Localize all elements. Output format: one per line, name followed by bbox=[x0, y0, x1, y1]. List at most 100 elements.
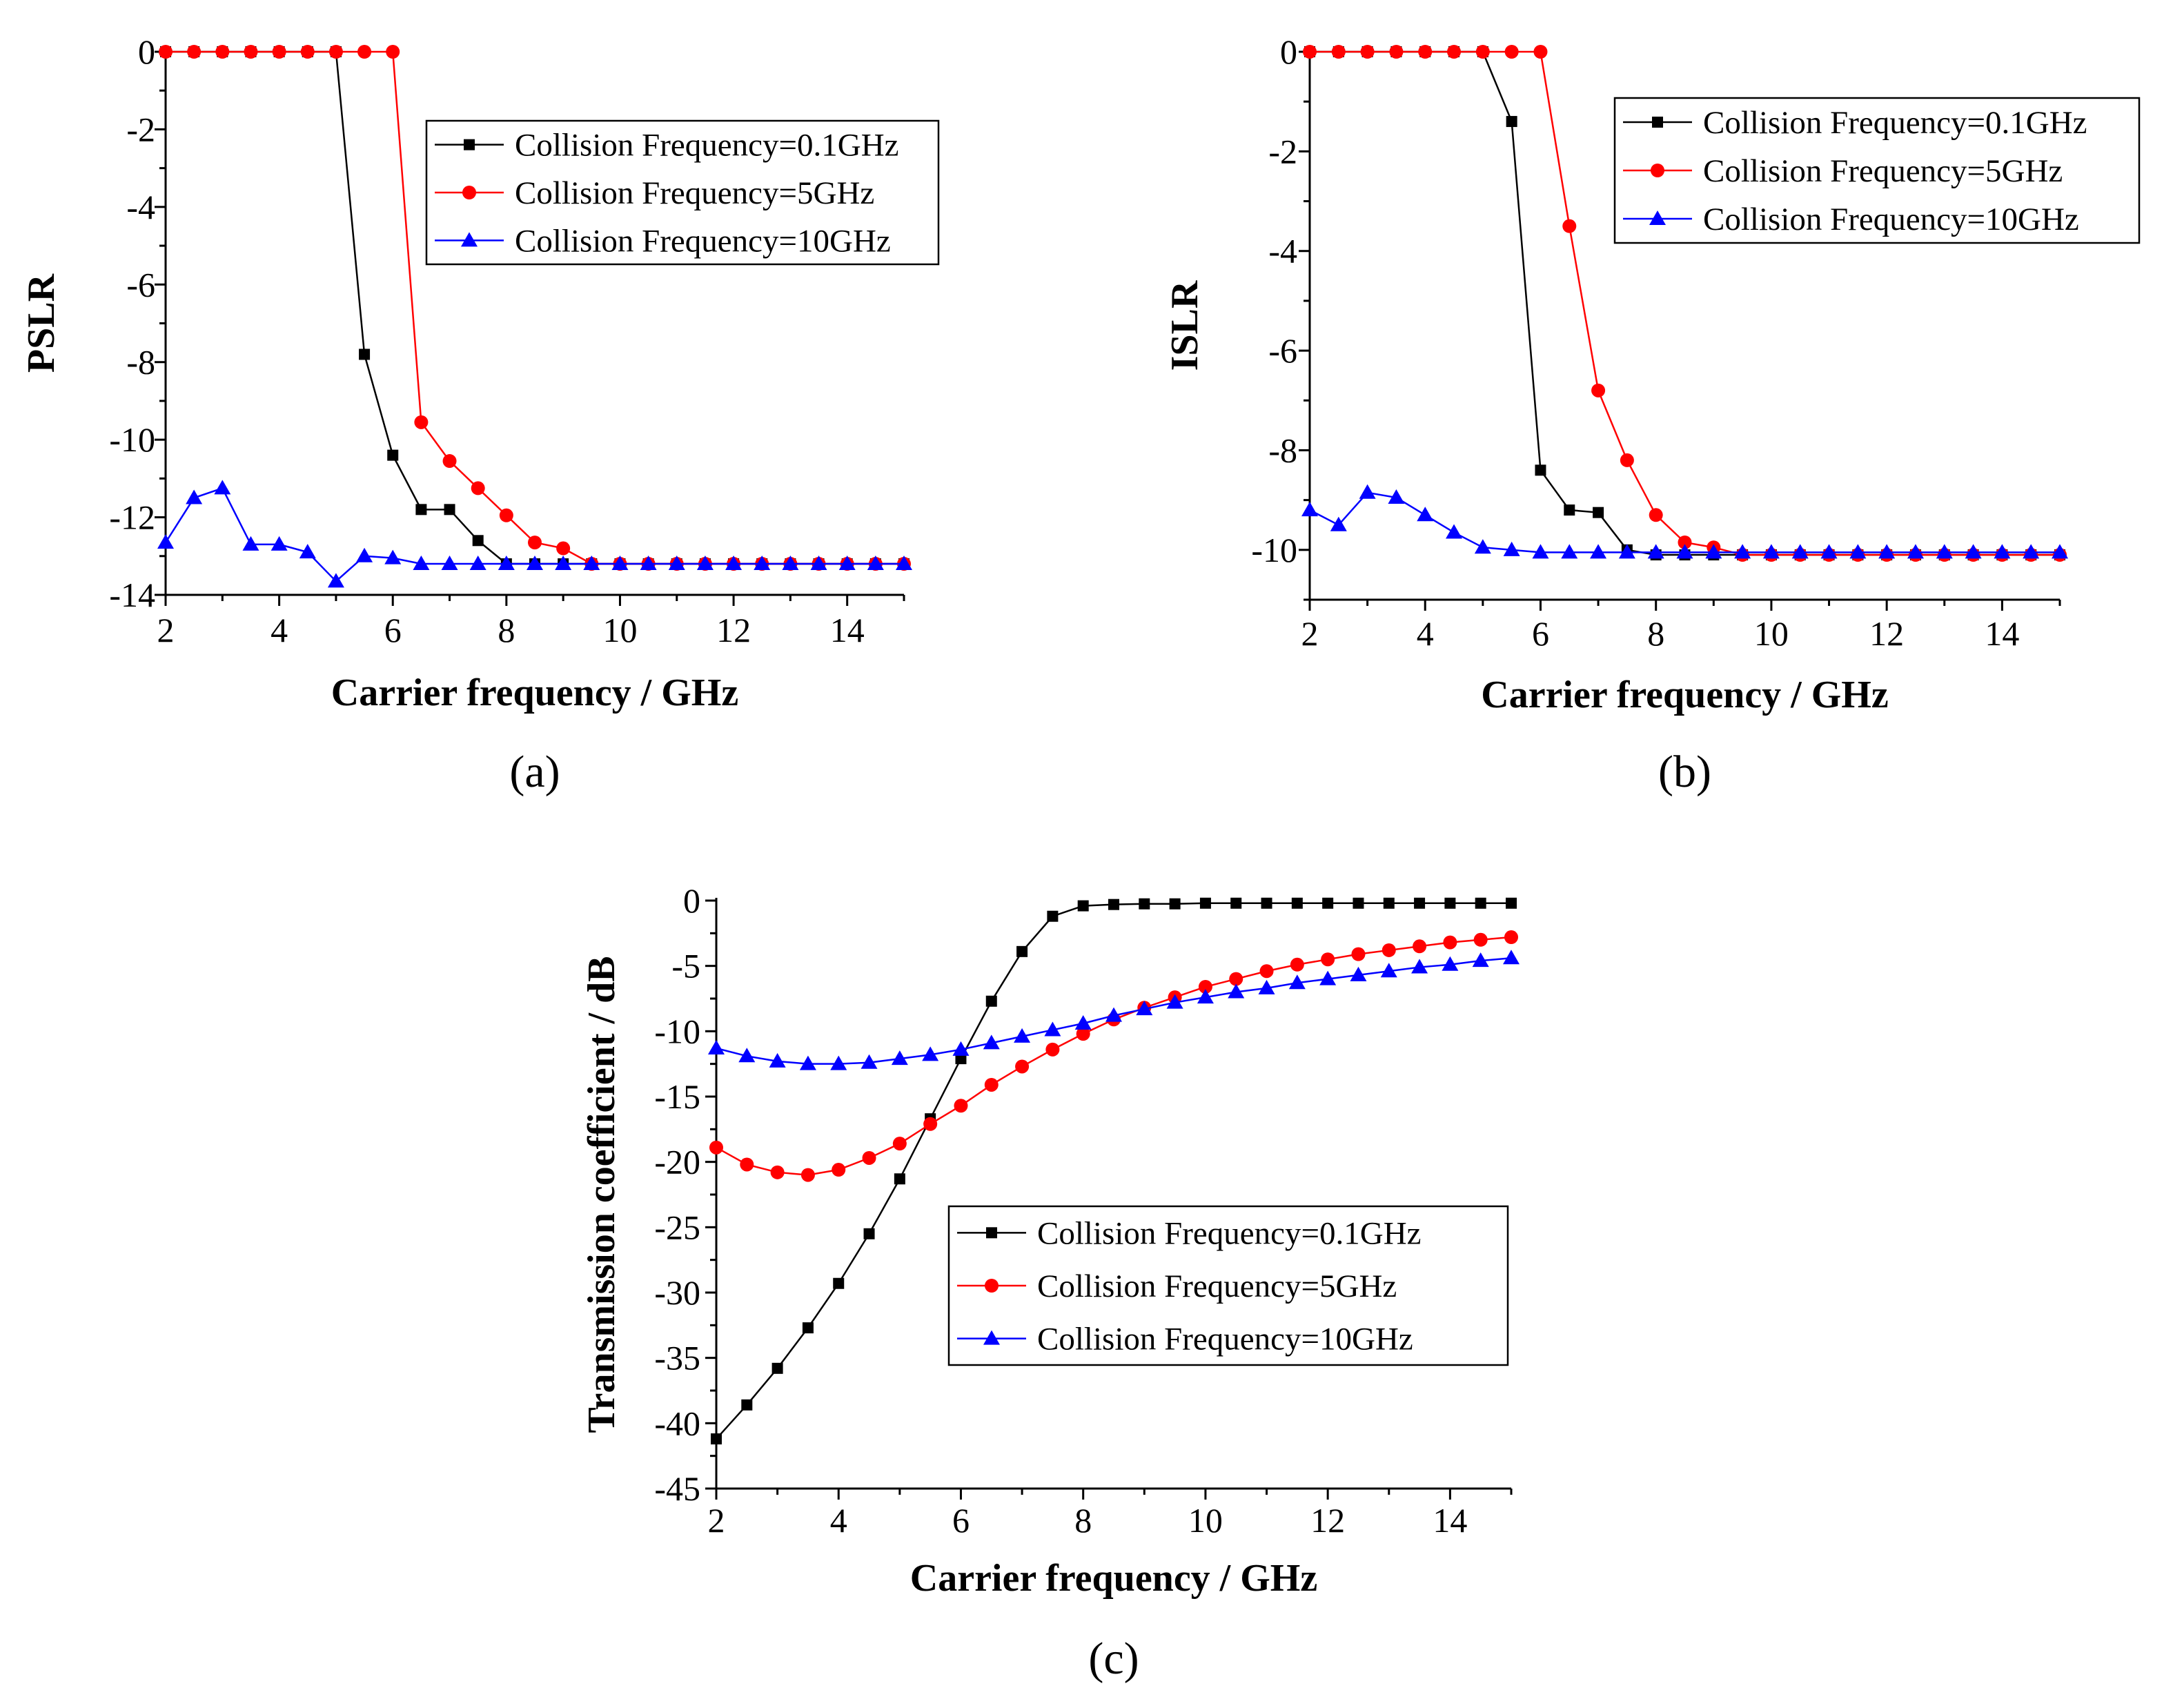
data-point bbox=[242, 536, 259, 551]
data-point bbox=[1198, 979, 1212, 994]
panel-label: (c) bbox=[1088, 1633, 1139, 1684]
data-point bbox=[499, 508, 513, 522]
y-tick-label: -20 bbox=[654, 1143, 700, 1181]
data-point bbox=[1535, 464, 1546, 476]
y-axis-title: ISLR bbox=[1163, 280, 1206, 371]
y-tick-label: -2 bbox=[126, 110, 155, 148]
data-point bbox=[1230, 897, 1242, 909]
data-point bbox=[738, 1048, 756, 1063]
data-point bbox=[861, 1054, 878, 1069]
data-point bbox=[159, 45, 173, 59]
data-point bbox=[1077, 900, 1089, 912]
data-point bbox=[1506, 116, 1517, 128]
data-point bbox=[1229, 972, 1243, 986]
legend-swatch-marker bbox=[1649, 210, 1666, 225]
legend-entry: Collision Frequency=10GHz bbox=[1037, 1322, 1413, 1357]
y-axis-title: Transmission coefficient / dB bbox=[580, 956, 623, 1433]
y-tick-label: -10 bbox=[109, 420, 155, 459]
data-point bbox=[441, 556, 458, 571]
data-point bbox=[186, 489, 203, 504]
data-point bbox=[1734, 544, 1751, 559]
data-point bbox=[782, 556, 799, 571]
data-point bbox=[414, 415, 429, 429]
data-point bbox=[799, 1055, 816, 1070]
data-point bbox=[863, 1228, 875, 1239]
x-tick-label: 2 bbox=[1301, 614, 1319, 653]
data-point bbox=[769, 1052, 786, 1068]
y-tick-label: -30 bbox=[654, 1273, 700, 1312]
data-point bbox=[1197, 989, 1214, 1004]
data-point bbox=[1506, 897, 1517, 909]
data-point bbox=[1561, 544, 1578, 559]
data-point bbox=[1503, 541, 1520, 556]
data-point bbox=[1259, 964, 1274, 979]
data-point bbox=[896, 556, 912, 571]
data-point bbox=[413, 556, 430, 571]
data-point bbox=[1321, 952, 1335, 967]
data-point bbox=[1444, 897, 1456, 909]
y-tick-label: -8 bbox=[126, 343, 155, 382]
data-point bbox=[922, 1046, 939, 1061]
data-point bbox=[299, 544, 316, 559]
data-point bbox=[832, 1163, 846, 1177]
legend-entry: Collision Frequency=5GHz bbox=[1703, 153, 2063, 189]
data-point bbox=[770, 1165, 785, 1179]
data-point bbox=[583, 556, 600, 571]
data-point bbox=[1044, 1021, 1061, 1037]
data-point bbox=[923, 1117, 938, 1131]
data-point bbox=[1414, 897, 1426, 909]
data-point bbox=[1504, 45, 1519, 59]
data-point bbox=[528, 536, 542, 550]
data-point bbox=[1076, 1027, 1090, 1041]
legend-entry: Collision Frequency=5GHz bbox=[515, 175, 874, 211]
legend: Collision Frequency=0.1GHz Collision Freq… bbox=[1613, 97, 2141, 244]
panel-label: (a) bbox=[509, 747, 560, 797]
data-point bbox=[668, 556, 685, 571]
y-tick-label: -40 bbox=[654, 1404, 700, 1442]
x-axis-title: Carrier frequency / GHz bbox=[1481, 674, 1888, 716]
data-point bbox=[300, 45, 315, 59]
data-point bbox=[1261, 897, 1272, 909]
data-point bbox=[1532, 544, 1549, 559]
legend-swatch-marker bbox=[1651, 164, 1664, 177]
data-point bbox=[1562, 219, 1577, 233]
data-point bbox=[1380, 963, 1397, 978]
data-point bbox=[708, 1039, 725, 1054]
data-point bbox=[442, 454, 457, 469]
y-tick-label: -4 bbox=[1268, 232, 1297, 271]
series-1 bbox=[711, 897, 1517, 1445]
data-point bbox=[1446, 524, 1463, 539]
x-tick-label: 14 bbox=[1433, 1501, 1467, 1540]
data-point bbox=[1533, 45, 1548, 59]
data-point bbox=[1820, 544, 1838, 559]
chart-panel-3: 2 4 6 8 10 12 14 0 -5 -10 -15 -20 -25 -30 -35 -40 -45 Car… bbox=[580, 881, 1520, 1684]
data-point bbox=[862, 1150, 876, 1165]
x-tick-label: 8 bbox=[1074, 1501, 1092, 1540]
y-tick-label: -10 bbox=[654, 1012, 700, 1050]
data-point bbox=[444, 504, 455, 516]
data-point bbox=[555, 556, 572, 571]
data-point bbox=[1360, 45, 1375, 59]
data-point bbox=[1762, 544, 1780, 559]
data-point bbox=[1331, 45, 1346, 59]
data-point bbox=[327, 573, 344, 588]
data-point bbox=[1443, 935, 1457, 950]
x-tick-label: 10 bbox=[1754, 614, 1789, 653]
x-tick-label: 12 bbox=[1310, 1501, 1345, 1540]
x-tick-label: 12 bbox=[716, 611, 751, 649]
data-point bbox=[1878, 544, 1896, 559]
data-point bbox=[1388, 489, 1405, 504]
series-3 bbox=[708, 950, 1520, 1070]
data-point bbox=[2023, 544, 2040, 559]
data-point bbox=[1199, 897, 1211, 909]
x-tick-label: 4 bbox=[830, 1501, 847, 1540]
y-tick-label: -6 bbox=[1268, 331, 1297, 370]
data-point bbox=[387, 449, 399, 461]
legend-entry: Collision Frequency=0.1GHz bbox=[1037, 1215, 1422, 1251]
data-point bbox=[1647, 544, 1664, 559]
legend-box bbox=[947, 1205, 1509, 1366]
data-point bbox=[384, 549, 402, 565]
data-point bbox=[1389, 45, 1404, 59]
data-point bbox=[1676, 544, 1693, 559]
